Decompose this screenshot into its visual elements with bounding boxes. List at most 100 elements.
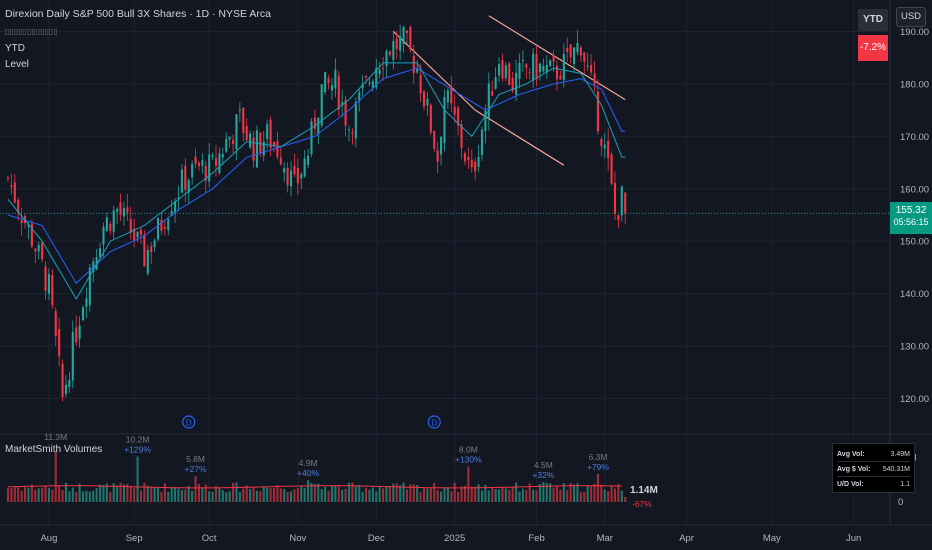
candle-body <box>378 69 381 75</box>
price-axis[interactable]: 120.00 130.00 140.00 150.00 160.00 170.00 180.… <box>898 27 929 508</box>
candle-body <box>201 160 204 166</box>
candle-body <box>293 165 296 175</box>
volume-bar <box>245 485 248 502</box>
volume-bar <box>497 489 501 502</box>
candle-body <box>409 26 412 50</box>
volume-bar <box>228 491 231 502</box>
candle-body <box>484 110 487 132</box>
chart-subtitle: ▯▯▯▯▯▯▯▯▯▯▯▯ <box>5 27 58 36</box>
volume-bar <box>586 485 589 502</box>
volume-bar <box>313 483 316 502</box>
volume-bar <box>122 484 125 502</box>
time-tick-label: Nov <box>289 533 306 544</box>
volume-bar <box>620 490 623 502</box>
candle-body <box>361 83 364 89</box>
candle-body <box>143 234 146 267</box>
volume-bar <box>293 489 296 502</box>
currency-button[interactable]: USD <box>896 7 926 27</box>
volume-bar <box>235 482 238 502</box>
candle-body <box>156 218 160 240</box>
volume-bar <box>600 484 603 502</box>
volume-bar <box>365 487 368 502</box>
volume-bar <box>555 486 559 502</box>
volume-bar <box>351 482 354 502</box>
volume-bar <box>24 486 27 502</box>
dividend-marker[interactable] <box>427 415 441 429</box>
volume-bar <box>54 451 57 502</box>
volume-bar <box>266 487 269 502</box>
last-volume-pct: -67% <box>632 499 652 509</box>
candle-body <box>365 76 368 78</box>
volume-bar <box>68 491 71 502</box>
price-tick-label: 150.00 <box>900 237 929 248</box>
bar-countdown: 05:56:15 <box>893 217 929 227</box>
candle-body <box>607 140 610 159</box>
volume-bar <box>303 487 306 502</box>
candle-body <box>136 231 139 238</box>
time-axis[interactable]: Aug Sep Oct Nov Dec 2025 Feb Mar Apr May Jun <box>40 533 861 544</box>
volume-bar <box>249 488 252 502</box>
volume-bar <box>358 484 361 502</box>
candle-body <box>289 170 293 187</box>
volume-bar <box>487 490 490 502</box>
trendline[interactable] <box>392 31 476 111</box>
candle-body <box>61 363 64 397</box>
candle-body <box>518 62 521 79</box>
candle-body <box>583 52 586 62</box>
volume-bar <box>617 484 620 502</box>
volume-bar <box>41 487 44 502</box>
volume-bar <box>515 482 518 502</box>
volume-bar <box>344 488 347 502</box>
candle-body <box>347 129 351 131</box>
volume-panel-title[interactable]: MarketSmith Volumes <box>5 444 103 455</box>
volume-annotation-pct: +32% <box>532 470 554 480</box>
dividend-marker[interactable] <box>182 415 196 429</box>
volume-bar <box>607 491 610 502</box>
time-tick-label: Sep <box>126 533 143 544</box>
ytd-indicator-label[interactable]: YTD <box>5 43 25 54</box>
volume-bar <box>146 485 149 502</box>
volume-annotation-value: 6.3M <box>588 452 607 462</box>
volume-bar <box>129 485 132 502</box>
volume-bar <box>337 484 340 502</box>
time-tick-label: Apr <box>679 533 694 544</box>
candle-body <box>112 210 115 232</box>
candle-body <box>535 53 538 80</box>
candle-body <box>480 129 484 155</box>
stats-value: 3.49M <box>890 451 910 458</box>
candle-body <box>163 226 166 229</box>
volume-bar <box>300 486 303 502</box>
volume-bar <box>593 483 596 502</box>
candle-body <box>37 244 40 252</box>
candle-body <box>249 133 252 148</box>
volume-annotation-value: 4.5M <box>534 460 553 470</box>
candle-body <box>494 77 497 89</box>
candle-body <box>358 92 361 101</box>
candle-body <box>341 102 344 106</box>
volume-bar <box>361 491 364 502</box>
volume-bar <box>453 482 456 502</box>
volume-bar <box>58 485 61 502</box>
candle-body <box>399 36 402 51</box>
volume-bar <box>538 484 542 502</box>
volume-bar <box>480 490 484 502</box>
volume-bar <box>559 489 562 502</box>
candle-body <box>180 169 183 193</box>
candle-body <box>20 219 23 224</box>
volume-bar <box>262 487 265 502</box>
level-indicator-label[interactable]: Level <box>5 59 29 70</box>
trendline[interactable] <box>488 15 626 101</box>
volume-bar <box>463 485 466 502</box>
candle-body <box>214 157 218 166</box>
volume-bar <box>440 491 443 502</box>
trendline[interactable] <box>474 109 565 166</box>
candle-body <box>58 329 61 357</box>
price-tick-label: 140.00 <box>900 289 929 300</box>
volume-annotation-value: 5.8M <box>186 454 205 464</box>
volume-bar <box>102 485 105 502</box>
candle-body <box>225 138 228 152</box>
candle-body <box>300 174 303 179</box>
volume-bar <box>368 489 371 502</box>
volume-bar <box>525 489 528 502</box>
